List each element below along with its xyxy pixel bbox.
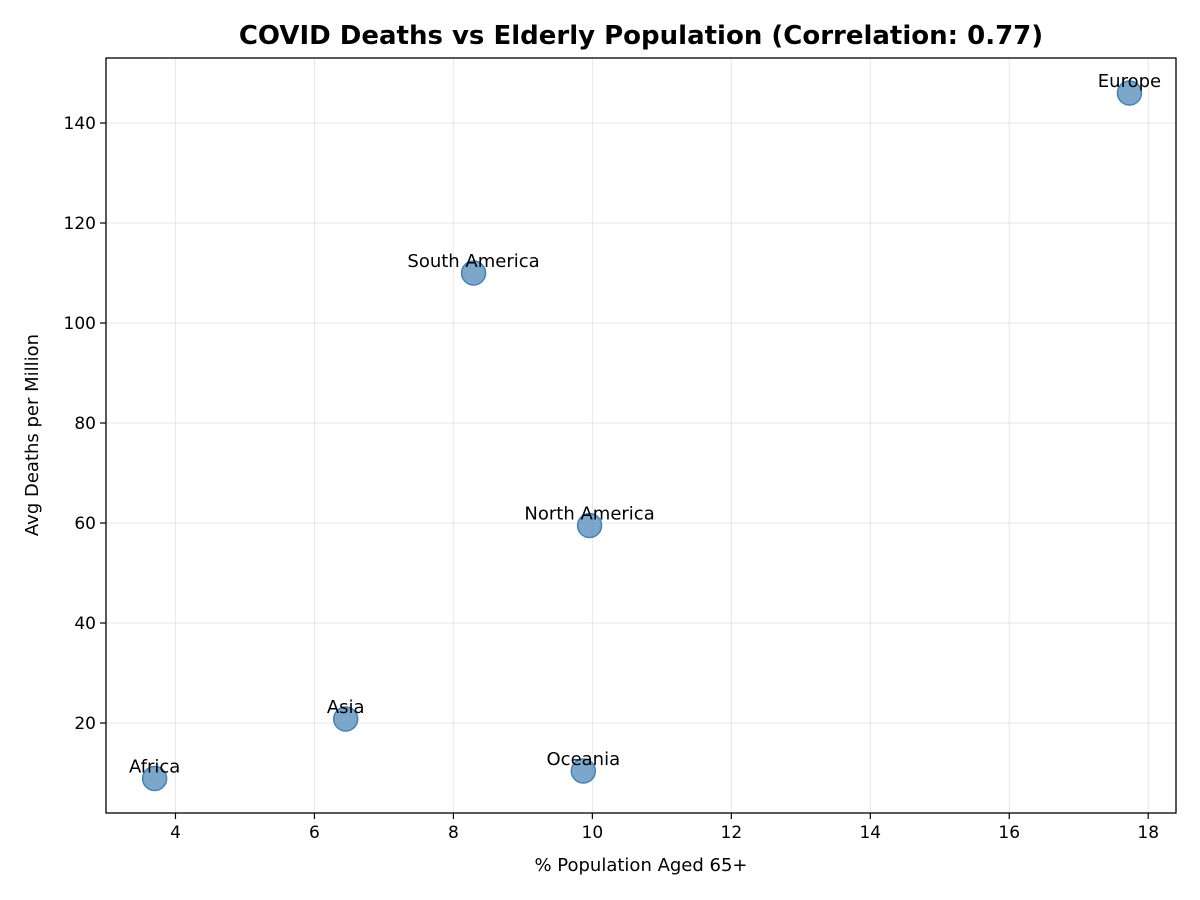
data-points — [141, 80, 1143, 792]
x-tick-label: 6 — [309, 823, 320, 843]
scatter-point — [460, 260, 487, 286]
y-tick-label: 20 — [74, 714, 96, 734]
x-tick-label: 4 — [170, 823, 181, 843]
point-label: North America — [524, 504, 654, 525]
scatter-point — [332, 706, 359, 732]
y-tick-label: 40 — [74, 614, 96, 634]
y-tick-label: 100 — [64, 314, 96, 334]
x-tick-label: 18 — [1137, 823, 1159, 843]
axis-ticks: 4 6 8 10 12 14 16 18 20 40 60 80 100 120 140 — [64, 114, 1159, 843]
chart-title: COVID Deaths vs Elderly Population (Corr… — [239, 21, 1043, 51]
scatter-point — [141, 765, 168, 792]
grid — [106, 58, 1176, 813]
scatter-point — [1116, 80, 1143, 106]
x-axis-label: % Population Aged 65+ — [534, 855, 747, 876]
y-axis-label: Avg Deaths per Million — [22, 334, 43, 536]
y-tick-label: 120 — [64, 214, 96, 234]
scatter-point — [576, 512, 603, 539]
x-tick-label: 10 — [582, 823, 604, 843]
scatter-point — [570, 758, 597, 784]
x-tick-label: 8 — [448, 823, 459, 843]
y-tick-label: 80 — [74, 414, 96, 434]
x-tick-label: 16 — [998, 823, 1020, 843]
x-tick-label: 12 — [721, 823, 743, 843]
point-label: Africa — [129, 757, 180, 778]
x-tick-label: 14 — [859, 823, 881, 843]
point-label: South America — [407, 251, 539, 272]
point-labels: Europe South America North America Asia Ocea… — [129, 71, 1161, 778]
plot-frame — [105, 57, 1177, 814]
point-label: Europe — [1098, 71, 1161, 92]
y-tick-label: 140 — [64, 114, 96, 134]
point-label: Oceania — [547, 749, 621, 770]
y-tick-label: 60 — [74, 514, 96, 534]
point-label: Asia — [327, 697, 365, 718]
